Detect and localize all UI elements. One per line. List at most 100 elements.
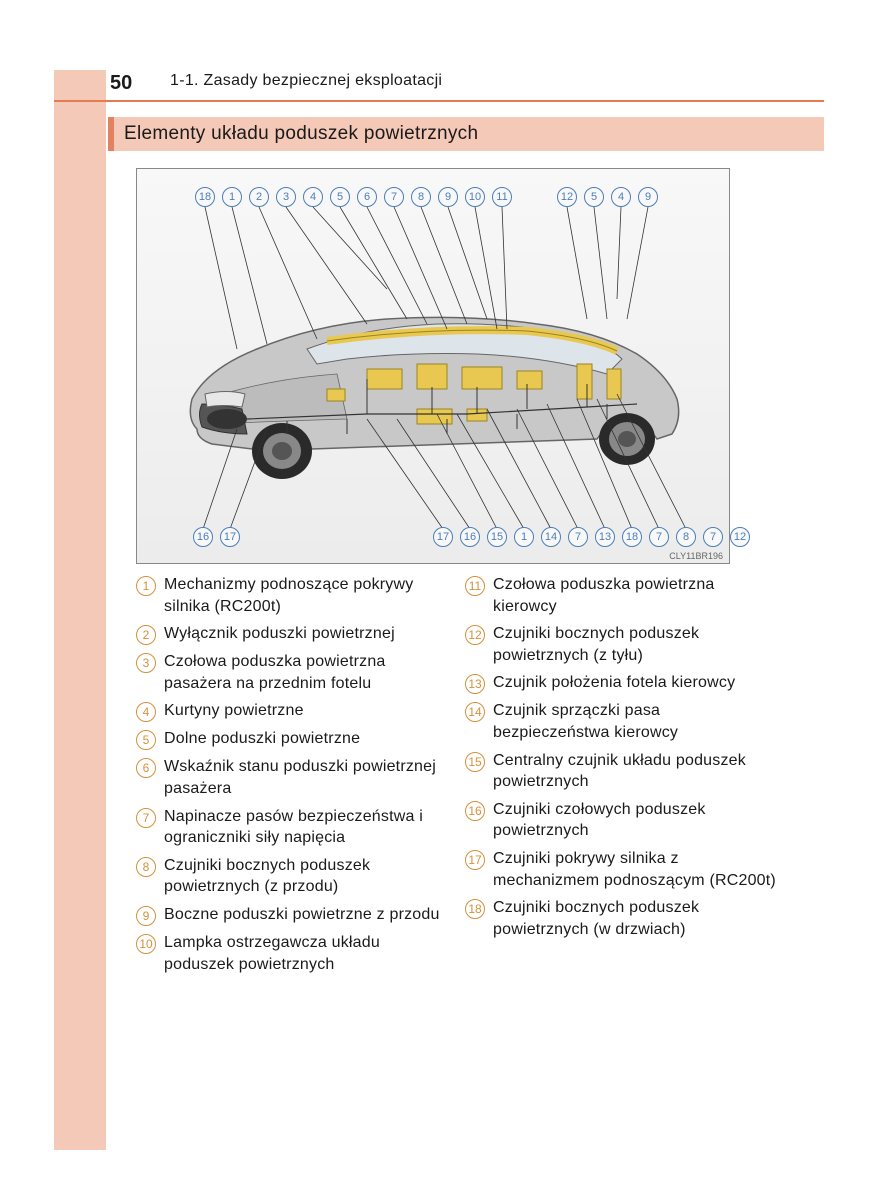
- callout-number: 3: [276, 187, 296, 207]
- legend-number: 7: [136, 808, 156, 828]
- legend-item: 6 Wskaźnik stanu poduszki powietrznej pas…: [136, 756, 447, 799]
- legend-text: Czujniki czołowych poduszek powietrznych: [493, 799, 776, 842]
- legend-item: 9 Boczne poduszki powietrzne z przodu: [136, 904, 447, 926]
- callout-number: 14: [541, 527, 561, 547]
- legend-text: Dolne poduszki powietrzne: [164, 728, 360, 750]
- car-illustration: [167, 279, 697, 499]
- legend-text: Boczne poduszki powietrzne z przodu: [164, 904, 440, 926]
- legend-text: Mechanizmy podnoszące pokrywy silnika (R…: [164, 574, 447, 617]
- legend-text: Czujniki bocznych poduszek powietrznych …: [164, 855, 447, 898]
- airbag-diagram: 181234567891011 12549 1617 1716151147131…: [136, 168, 730, 564]
- callout-number: 8: [676, 527, 696, 547]
- callout-row-top-left: 18 123456789 10 11: [195, 187, 512, 207]
- legend-item: 18 Czujniki bocznych poduszek powietrznyc…: [465, 897, 776, 940]
- legend-item: 7 Napinacze pasów bezpieczeństwa i ograni…: [136, 806, 447, 849]
- legend-number: 15: [465, 752, 485, 772]
- callout-row-bottom-left: 1617: [193, 527, 240, 547]
- legend-item: 1 Mechanizmy podnoszące pokrywy silnika (…: [136, 574, 447, 617]
- legend-text: Czujniki bocznych poduszek powietrznych …: [493, 897, 776, 940]
- legend-number: 13: [465, 674, 485, 694]
- callout-number: 1: [514, 527, 534, 547]
- legend-number: 11: [465, 576, 485, 596]
- legend-text: Czujniki pokrywy silnika z mechanizmem p…: [493, 848, 776, 891]
- legend-text: Wyłącznik poduszki powietrznej: [164, 623, 395, 645]
- callout-number: 7: [568, 527, 588, 547]
- legend-text: Czołowa poduszka powietrzna kierowcy: [493, 574, 776, 617]
- callout-number: 16: [193, 527, 213, 547]
- legend-number: 10: [136, 934, 156, 954]
- section-heading: Elementy układu poduszek powietrznych: [108, 117, 824, 151]
- callout-number: 17: [433, 527, 453, 547]
- legend-number: 14: [465, 702, 485, 722]
- legend-number: 6: [136, 758, 156, 778]
- callout-row-top-right: 12 549: [557, 187, 658, 207]
- legend-item: 10 Lampka ostrzegawcza układu poduszek po…: [136, 932, 447, 975]
- legend-text: Czujnik sprzączki pasa bezpieczeństwa ki…: [493, 700, 776, 743]
- page-number: 50: [110, 72, 132, 95]
- heading-text: Elementy układu poduszek powietrznych: [124, 123, 478, 145]
- callout-number: 6: [357, 187, 377, 207]
- legend-container: 1 Mechanizmy podnoszące pokrywy silnika (…: [136, 574, 776, 981]
- legend-text: Lampka ostrzegawcza układu poduszek powi…: [164, 932, 447, 975]
- legend-number: 4: [136, 702, 156, 722]
- legend-item: 13 Czujnik położenia fotela kierowcy: [465, 672, 776, 694]
- legend-text: Czujnik położenia fotela kierowcy: [493, 672, 735, 694]
- callout-number: 8: [411, 187, 431, 207]
- callout-number: 18: [622, 527, 642, 547]
- callout-number: 15: [487, 527, 507, 547]
- legend-col-right: 11 Czołowa poduszka powietrzna kierowcy 12…: [465, 574, 776, 981]
- legend-item: 16 Czujniki czołowych poduszek powietrzny…: [465, 799, 776, 842]
- callout-number: 18: [195, 187, 215, 207]
- legend-number: 16: [465, 801, 485, 821]
- legend-number: 12: [465, 625, 485, 645]
- legend-item: 2 Wyłącznik poduszki powietrznej: [136, 623, 447, 645]
- callout-row-bottom-right: 1716151147131878712: [433, 527, 750, 547]
- legend-text: Czołowa poduszka powietrzna pasażera na …: [164, 651, 447, 694]
- legend-number: 3: [136, 653, 156, 673]
- legend-number: 18: [465, 899, 485, 919]
- callout-number: 4: [303, 187, 323, 207]
- legend-item: 15 Centralny czujnik układu poduszek powi…: [465, 750, 776, 793]
- legend-text: Wskaźnik stanu poduszki powietrznej pasa…: [164, 756, 447, 799]
- callout-number: 5: [584, 187, 604, 207]
- callout-number: 2: [249, 187, 269, 207]
- legend-number: 9: [136, 906, 156, 926]
- legend-number: 5: [136, 730, 156, 750]
- legend-item: 11 Czołowa poduszka powietrzna kierowcy: [465, 574, 776, 617]
- legend-item: 5 Dolne poduszki powietrzne: [136, 728, 447, 750]
- header-rule: [54, 100, 824, 102]
- callout-number: 7: [703, 527, 723, 547]
- legend-item: 8 Czujniki bocznych poduszek powietrznych…: [136, 855, 447, 898]
- callout-number: 7: [649, 527, 669, 547]
- legend-col-left: 1 Mechanizmy podnoszące pokrywy silnika (…: [136, 574, 447, 981]
- legend-item: 3 Czołowa poduszka powietrzna pasażera na…: [136, 651, 447, 694]
- callout-number: 16: [460, 527, 480, 547]
- legend-number: 8: [136, 857, 156, 877]
- heading-accent-bar: [108, 117, 114, 151]
- legend-number: 2: [136, 625, 156, 645]
- callout-number: 13: [595, 527, 615, 547]
- legend-number: 1: [136, 576, 156, 596]
- callout-number: 9: [638, 187, 658, 207]
- diagram-code: CLY11BR196: [669, 551, 723, 561]
- callout-number: 10: [465, 187, 485, 207]
- callout-number: 1: [222, 187, 242, 207]
- callout-number: 4: [611, 187, 631, 207]
- callout-number: 5: [330, 187, 350, 207]
- legend-text: Kurtyny powietrzne: [164, 700, 304, 722]
- callout-number: 17: [220, 527, 240, 547]
- section-label: 1-1. Zasady bezpiecznej eksploatacji: [170, 72, 442, 90]
- legend-item: 14 Czujnik sprzączki pasa bezpieczeństwa …: [465, 700, 776, 743]
- callout-number: 12: [557, 187, 577, 207]
- legend-text: Napinacze pasów bezpieczeństwa i ogranic…: [164, 806, 447, 849]
- legend-item: 12 Czujniki bocznych poduszek powietrznyc…: [465, 623, 776, 666]
- callout-number: 7: [384, 187, 404, 207]
- legend-item: 17Czujniki pokrywy silnika z mechanizmem…: [465, 848, 776, 891]
- left-margin-bar: [54, 70, 106, 1150]
- callout-number: 11: [492, 187, 512, 207]
- legend-item: 4 Kurtyny powietrzne: [136, 700, 447, 722]
- legend-text: Czujniki bocznych poduszek powietrznych …: [493, 623, 776, 666]
- callout-number: 9: [438, 187, 458, 207]
- legend-text: Centralny czujnik układu poduszek powiet…: [493, 750, 776, 793]
- callout-number: 12: [730, 527, 750, 547]
